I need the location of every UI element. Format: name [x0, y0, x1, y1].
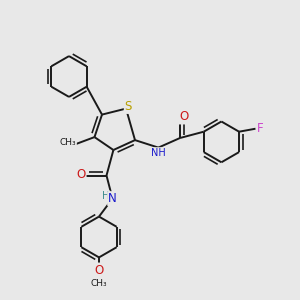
Text: CH₃: CH₃ — [91, 279, 107, 288]
Text: O: O — [179, 110, 188, 124]
Text: N: N — [108, 192, 117, 205]
Text: NH: NH — [151, 148, 166, 158]
Text: O: O — [94, 263, 103, 277]
Text: O: O — [76, 168, 85, 181]
Text: CH₃: CH₃ — [59, 138, 76, 147]
Text: H: H — [102, 191, 110, 201]
Text: F: F — [257, 122, 263, 135]
Text: S: S — [125, 100, 132, 113]
